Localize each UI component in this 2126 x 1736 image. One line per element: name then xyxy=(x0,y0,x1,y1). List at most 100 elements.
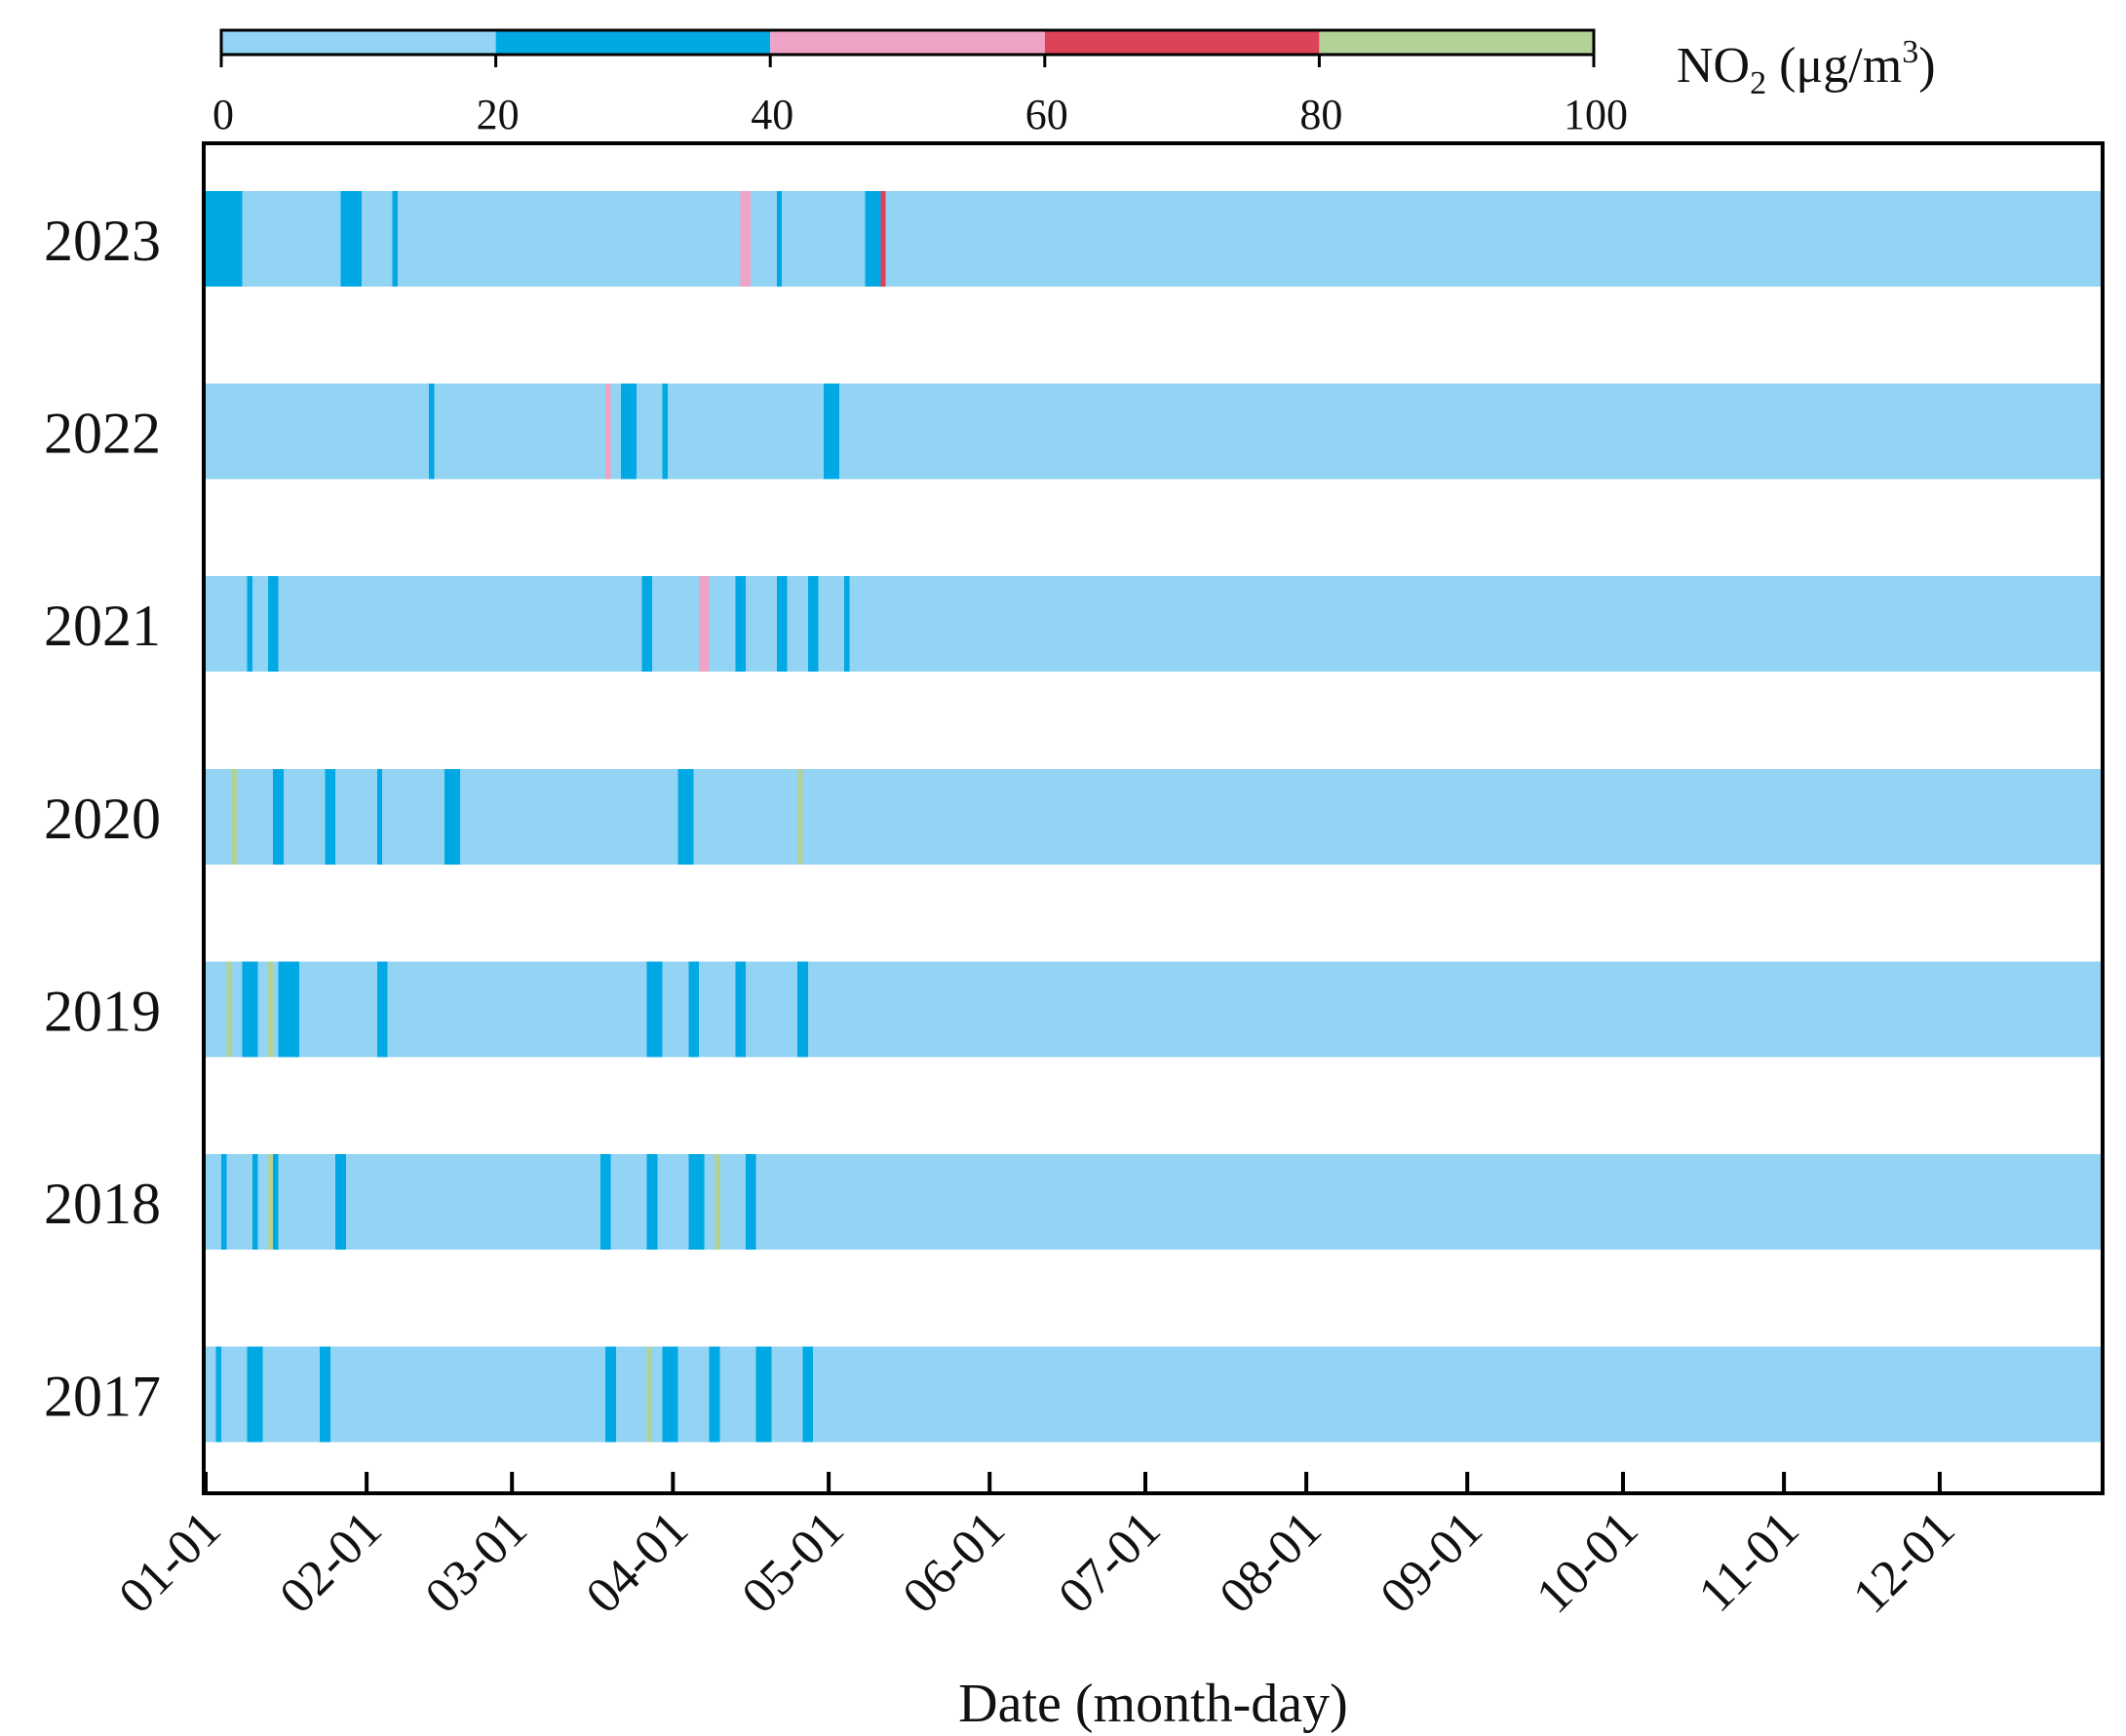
cell-run-2017-25 xyxy=(590,1346,606,1443)
x-tick-label-02-01: 02-01 xyxy=(269,1501,392,1624)
cell-run-2020-29 xyxy=(615,768,638,865)
year-label-2022: 2022 xyxy=(44,402,161,466)
cell-run-2021-31 xyxy=(682,576,700,673)
cell-run-2022-40 xyxy=(771,383,789,480)
cell-run-2020-3 xyxy=(247,768,264,865)
cell-run-2019-1 xyxy=(226,961,233,1058)
cell-run-2019-33 xyxy=(688,961,700,1058)
year-strip-2017 xyxy=(206,1346,2101,1443)
cell-run-2020-fill xyxy=(813,768,2101,865)
cell-run-2023-36 xyxy=(782,191,793,287)
cell-run-2023-30 xyxy=(682,191,731,287)
cell-run-2018-36 xyxy=(677,1154,689,1250)
cell-run-2017-7 xyxy=(293,1346,311,1443)
cell-run-2023-42 xyxy=(844,191,851,287)
cell-run-2019-16 xyxy=(413,961,430,1058)
cell-run-2018-fill xyxy=(792,1154,2101,1250)
cell-run-2017-35 xyxy=(693,1346,711,1443)
cell-run-2020-44 xyxy=(797,768,804,865)
cell-run-2019-39 xyxy=(760,961,767,1058)
cell-run-2022-9 xyxy=(340,383,347,480)
cell-run-2021-3 xyxy=(251,576,269,673)
cell-run-2019-27 xyxy=(599,961,628,1058)
x-tick-label-11-01: 11-01 xyxy=(1688,1501,1810,1623)
cell-run-2017-27 xyxy=(615,1346,622,1443)
cell-run-2020-37 xyxy=(709,768,726,865)
cell-run-2023-9 xyxy=(329,191,342,287)
cell-run-2021-35 xyxy=(735,576,747,673)
colorbar-tick-label-20: 20 xyxy=(477,91,520,138)
cell-run-2020-7 xyxy=(289,768,305,865)
cell-run-2023-fill xyxy=(896,191,2101,287)
cell-run-2017-6 xyxy=(273,1346,295,1443)
cell-run-2018-30 xyxy=(610,1154,617,1250)
cell-run-2018-11 xyxy=(325,1154,336,1250)
cell-run-2023-15 xyxy=(398,191,409,287)
cell-run-2021-10 xyxy=(356,576,373,673)
cell-run-2018-38 xyxy=(704,1154,715,1250)
cell-run-2017-40 xyxy=(755,1346,773,1443)
cell-run-2023-44 xyxy=(865,191,881,287)
cell-run-2019-13 xyxy=(376,961,389,1058)
colorbar: 0 20 40 60 80 100 xyxy=(213,28,1628,138)
cell-run-2022-42 xyxy=(792,383,814,480)
cell-run-2017-13 xyxy=(376,1346,389,1443)
cell-run-2018-37 xyxy=(688,1154,705,1250)
cell-run-2020-26 xyxy=(559,768,591,865)
cell-run-2019-4 xyxy=(257,961,269,1058)
cell-run-2022-21 xyxy=(501,383,519,480)
cell-run-2017-19 xyxy=(490,1346,508,1443)
cell-run-2018-6 xyxy=(267,1154,274,1250)
cell-run-2023-21 xyxy=(506,191,519,287)
year-label-2018: 2018 xyxy=(44,1172,161,1236)
cell-run-2019-8 xyxy=(298,961,316,1058)
cell-run-2017-37 xyxy=(719,1346,726,1443)
cell-run-2022-35 xyxy=(704,383,726,480)
year-labels: 2023 2022 2021 2020 2019 2018 2017 xyxy=(44,209,161,1429)
cell-run-2023-25 xyxy=(579,191,601,287)
cell-run-2018-35 xyxy=(673,1154,679,1250)
cell-run-2021-26 xyxy=(626,576,642,673)
colorbar-label-sub: 2 xyxy=(1750,65,1766,101)
cell-run-2022-4 xyxy=(283,383,295,480)
cell-run-2023-20 xyxy=(490,191,508,287)
cell-run-2018-3 xyxy=(242,1154,253,1250)
cell-run-2022-16 xyxy=(434,383,445,480)
cell-run-2023-35 xyxy=(776,191,783,287)
cell-run-2021-4 xyxy=(267,576,280,673)
cell-run-2022-39 xyxy=(755,383,773,480)
cell-run-2022-14 xyxy=(407,383,430,480)
cell-run-2017-14 xyxy=(387,1346,409,1443)
cell-run-2023-31 xyxy=(729,191,742,287)
cell-run-2023-17 xyxy=(423,191,441,287)
cell-run-2018-27 xyxy=(579,1154,586,1250)
x-tick-label-09-01: 09-01 xyxy=(1371,1501,1493,1624)
cell-run-2018-33 xyxy=(646,1154,658,1250)
year-label-2021: 2021 xyxy=(44,594,161,658)
colorbar-label: NO2 (μg/m3) xyxy=(1677,34,1936,101)
cell-run-2020-13 xyxy=(382,768,394,865)
cell-run-2018-41 xyxy=(729,1154,747,1250)
cell-run-2020-1 xyxy=(231,768,238,865)
cell-run-2017-42 xyxy=(776,1346,789,1443)
cell-run-2019-35 xyxy=(704,961,726,1058)
cell-run-2020-36 xyxy=(698,768,711,865)
cell-run-2020-0 xyxy=(206,768,233,865)
cell-run-2020-19 xyxy=(459,768,472,865)
cell-run-2021-1 xyxy=(236,576,249,673)
cell-run-2021-18 xyxy=(496,576,508,673)
cell-run-2019-45 xyxy=(829,961,840,1058)
cell-run-2018-7 xyxy=(273,1154,280,1250)
cell-run-2021-fill xyxy=(860,576,2101,673)
cell-run-2018-45 xyxy=(782,1154,793,1250)
cell-run-2017-30 xyxy=(646,1346,653,1443)
cell-run-2021-19 xyxy=(506,576,534,673)
cell-run-2023-13 xyxy=(382,191,394,287)
cell-run-2022-34 xyxy=(688,383,705,480)
cell-run-2021-43 xyxy=(818,576,835,673)
cell-run-2018-25 xyxy=(543,1154,570,1250)
cell-run-2020-21 xyxy=(496,768,513,865)
cell-run-2020-22 xyxy=(512,768,523,865)
cell-run-2018-39 xyxy=(714,1154,720,1250)
